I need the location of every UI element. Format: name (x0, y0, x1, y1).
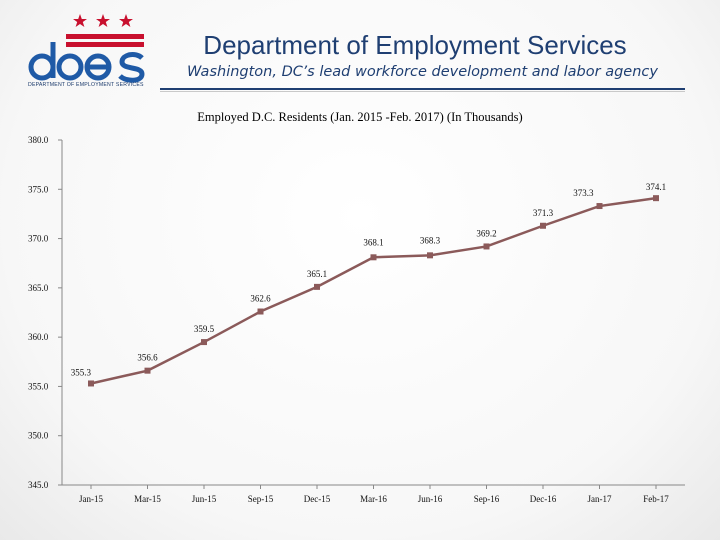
data-point (314, 283, 320, 290)
data-point (370, 254, 377, 261)
y-tick-label: 350.0 (28, 431, 49, 441)
data-label: 356.6 (137, 353, 158, 363)
data-label: 374.1 (646, 182, 666, 192)
y-tick-label: 370.0 (28, 234, 49, 244)
data-point (653, 195, 659, 202)
header-rule (160, 88, 685, 90)
series-line (90, 196, 657, 385)
star-icons (73, 14, 133, 27)
x-tick-label: Dec-16 (530, 494, 557, 504)
org-subtitle: Washington, DC’s lead workforce developm… (187, 64, 658, 80)
data-label: 355.3 (71, 367, 92, 377)
x-tick-label: Mar-16 (360, 494, 387, 504)
y-tick-label: 355.0 (28, 381, 49, 391)
data-point (88, 380, 94, 387)
y-tick-label: 380.0 (28, 135, 49, 145)
data-label: 368.1 (363, 237, 383, 247)
x-tick-label: Sep-16 (474, 494, 500, 504)
data-label: 368.3 (420, 235, 441, 245)
data-label: 362.6 (250, 294, 271, 304)
data-point (144, 367, 151, 374)
x-tick-label: Jan-17 (588, 494, 612, 504)
x-tick-label: Jun-15 (192, 494, 217, 504)
chart-title: Employed D.C. Residents (Jan. 2015 -Feb.… (197, 110, 523, 124)
header-rule-shadow (160, 91, 685, 92)
data-label: 373.3 (573, 188, 594, 198)
data-point (596, 203, 603, 210)
data-label: 371.3 (533, 208, 554, 218)
data-label: 359.5 (194, 324, 215, 334)
y-tick-label: 360.0 (28, 332, 49, 342)
logo-subtext: DEPARTMENT OF EMPLOYMENT SERVICES (28, 82, 144, 88)
x-tick-label: Feb-17 (643, 494, 669, 504)
data-point (427, 252, 433, 259)
does-logo (28, 14, 145, 83)
y-tick-label: 375.0 (28, 184, 49, 194)
data-label: 369.2 (476, 228, 496, 238)
x-tick-label: Mar-15 (134, 494, 161, 504)
x-tick-label: Sep-15 (248, 494, 274, 504)
org-title: Department of Employment Services (203, 30, 627, 60)
y-tick-label: 365.0 (28, 283, 49, 293)
data-point (483, 243, 490, 250)
data-point (257, 308, 264, 315)
x-tick-label: Dec-15 (304, 494, 331, 504)
data-point (201, 339, 207, 346)
data-point (540, 222, 546, 229)
y-tick-label: 345.0 (28, 480, 49, 490)
data-label: 365.1 (307, 269, 327, 279)
x-tick-label: Jan-15 (79, 494, 103, 504)
x-tick-label: Jun-16 (418, 494, 443, 504)
